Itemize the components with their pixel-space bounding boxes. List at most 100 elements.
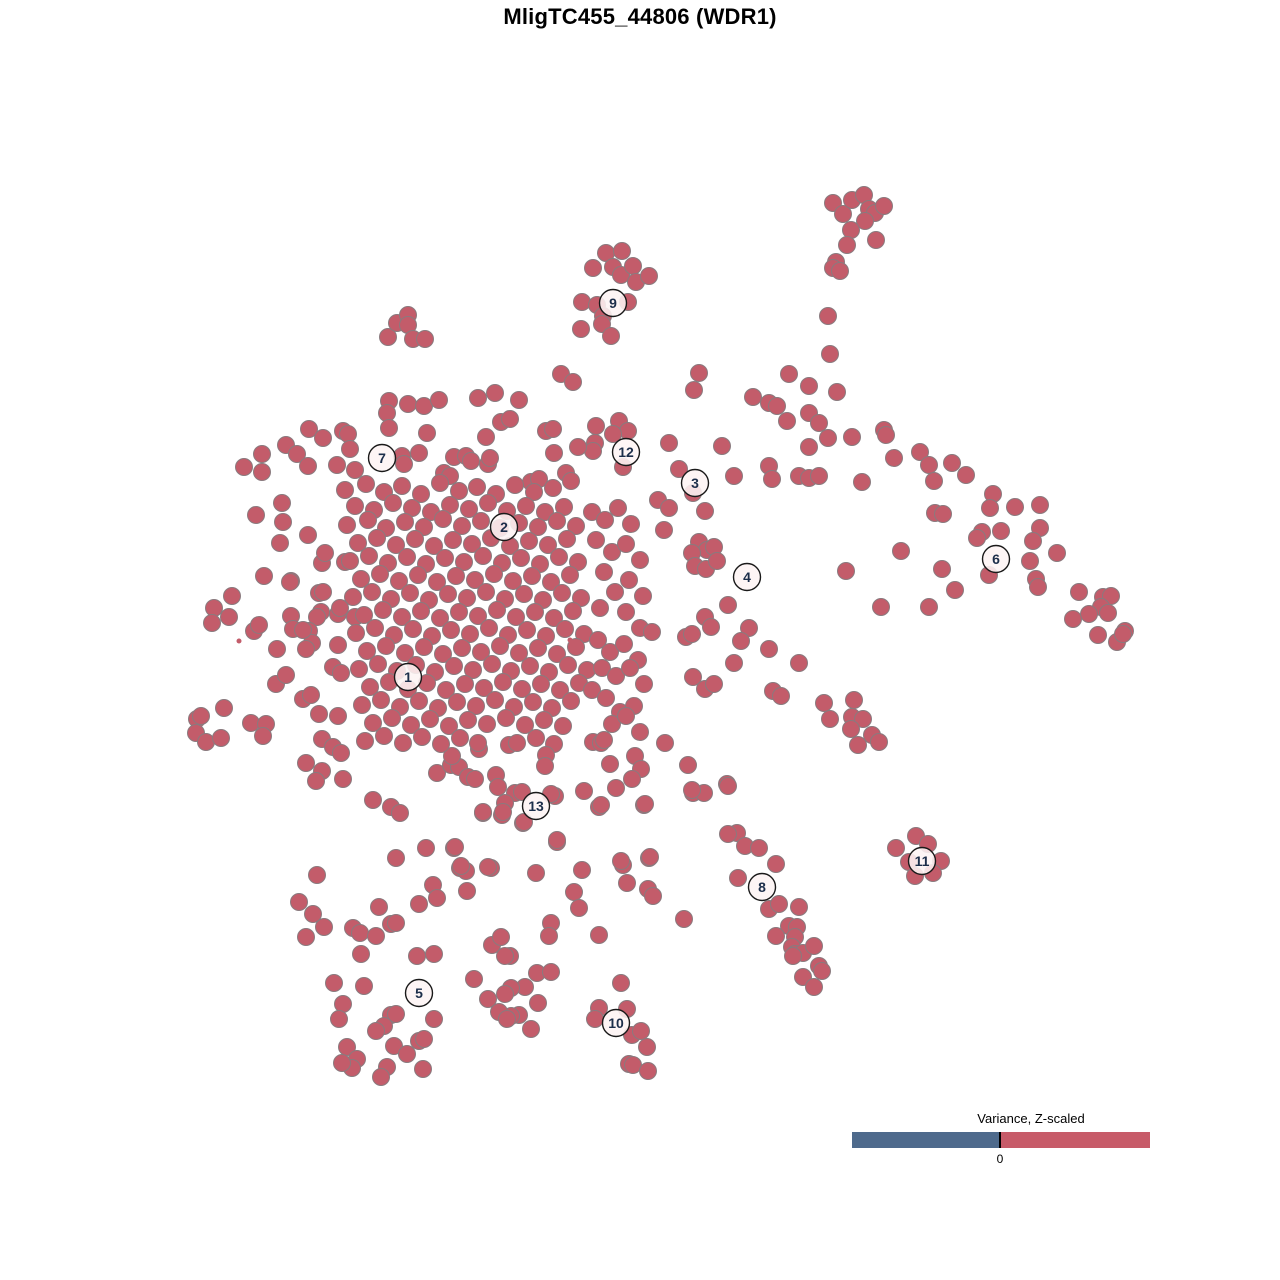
data-point bbox=[425, 537, 443, 555]
data-point bbox=[242, 714, 260, 732]
data-point bbox=[431, 474, 449, 492]
data-point bbox=[450, 482, 468, 500]
data-point bbox=[842, 720, 860, 738]
data-point bbox=[683, 781, 701, 799]
data-point bbox=[810, 467, 828, 485]
data-point bbox=[297, 640, 315, 658]
data-point bbox=[254, 727, 272, 745]
data-point bbox=[273, 494, 291, 512]
data-point bbox=[192, 707, 210, 725]
data-point bbox=[492, 928, 510, 946]
data-point bbox=[768, 397, 786, 415]
data-point bbox=[485, 565, 503, 583]
svg-text:13: 13 bbox=[528, 798, 544, 814]
data-point bbox=[821, 710, 839, 728]
data-point bbox=[428, 889, 446, 907]
data-point bbox=[1031, 496, 1049, 514]
data-point bbox=[332, 744, 350, 762]
data-point bbox=[583, 681, 601, 699]
data-point bbox=[805, 978, 823, 996]
data-point bbox=[615, 635, 633, 653]
data-point bbox=[593, 315, 611, 333]
data-point bbox=[583, 503, 601, 521]
cluster-label: 1 bbox=[393, 662, 423, 692]
data-point bbox=[494, 803, 512, 821]
data-point bbox=[469, 734, 487, 752]
data-point bbox=[507, 608, 525, 626]
data-point bbox=[515, 585, 533, 603]
data-point bbox=[675, 910, 693, 928]
data-point bbox=[617, 603, 635, 621]
data-point bbox=[474, 547, 492, 565]
data-point bbox=[635, 675, 653, 693]
data-point bbox=[247, 506, 265, 524]
data-point bbox=[268, 640, 286, 658]
data-point bbox=[643, 623, 661, 641]
data-point bbox=[496, 985, 514, 1003]
data-point bbox=[575, 782, 593, 800]
data-point bbox=[456, 675, 474, 693]
data-point bbox=[466, 571, 484, 589]
data-point bbox=[1021, 552, 1039, 570]
data-point bbox=[370, 898, 388, 916]
data-point bbox=[589, 631, 607, 649]
data-point bbox=[458, 882, 476, 900]
data-point bbox=[299, 526, 317, 544]
data-point bbox=[302, 686, 320, 704]
data-point bbox=[542, 963, 560, 981]
data-point bbox=[603, 543, 621, 561]
data-point bbox=[338, 516, 356, 534]
data-point bbox=[421, 710, 439, 728]
data-point bbox=[508, 734, 526, 752]
data-point bbox=[404, 620, 422, 638]
data-point bbox=[655, 521, 673, 539]
data-point bbox=[410, 692, 428, 710]
data-point bbox=[349, 534, 367, 552]
data-point bbox=[843, 428, 861, 446]
data-point bbox=[368, 529, 386, 547]
data-point bbox=[384, 494, 402, 512]
data-point bbox=[393, 608, 411, 626]
data-point bbox=[892, 542, 910, 560]
data-point bbox=[553, 584, 571, 602]
data-point bbox=[778, 412, 796, 430]
data-point bbox=[831, 262, 849, 280]
data-point bbox=[314, 429, 332, 447]
data-point bbox=[870, 733, 888, 751]
data-point bbox=[920, 456, 938, 474]
data-point bbox=[425, 1010, 443, 1028]
data-point bbox=[529, 518, 547, 536]
data-point bbox=[604, 425, 622, 443]
data-point bbox=[412, 485, 430, 503]
data-point bbox=[584, 259, 602, 277]
data-point bbox=[631, 551, 649, 569]
data-point bbox=[451, 729, 469, 747]
data-point bbox=[332, 664, 350, 682]
data-point bbox=[622, 515, 640, 533]
data-point bbox=[1099, 604, 1117, 622]
data-point bbox=[461, 625, 479, 643]
data-point bbox=[385, 1037, 403, 1055]
data-point bbox=[250, 616, 268, 634]
data-point bbox=[587, 531, 605, 549]
data-point bbox=[834, 205, 852, 223]
data-point bbox=[290, 893, 308, 911]
data-point bbox=[1006, 498, 1024, 516]
data-point bbox=[719, 596, 737, 614]
cluster-label: 5 bbox=[404, 978, 434, 1008]
data-point bbox=[573, 293, 591, 311]
data-point bbox=[535, 711, 553, 729]
data-point bbox=[943, 454, 961, 472]
data-point bbox=[570, 899, 588, 917]
data-point bbox=[620, 571, 638, 589]
data-point bbox=[536, 757, 554, 775]
data-point bbox=[344, 588, 362, 606]
data-point bbox=[466, 770, 484, 788]
data-point bbox=[453, 517, 471, 535]
data-point bbox=[496, 947, 514, 965]
data-point bbox=[853, 473, 871, 491]
cluster-label: 9 bbox=[598, 288, 628, 318]
cluster-label: 3 bbox=[680, 468, 710, 498]
data-point bbox=[307, 772, 325, 790]
data-point bbox=[459, 711, 477, 729]
